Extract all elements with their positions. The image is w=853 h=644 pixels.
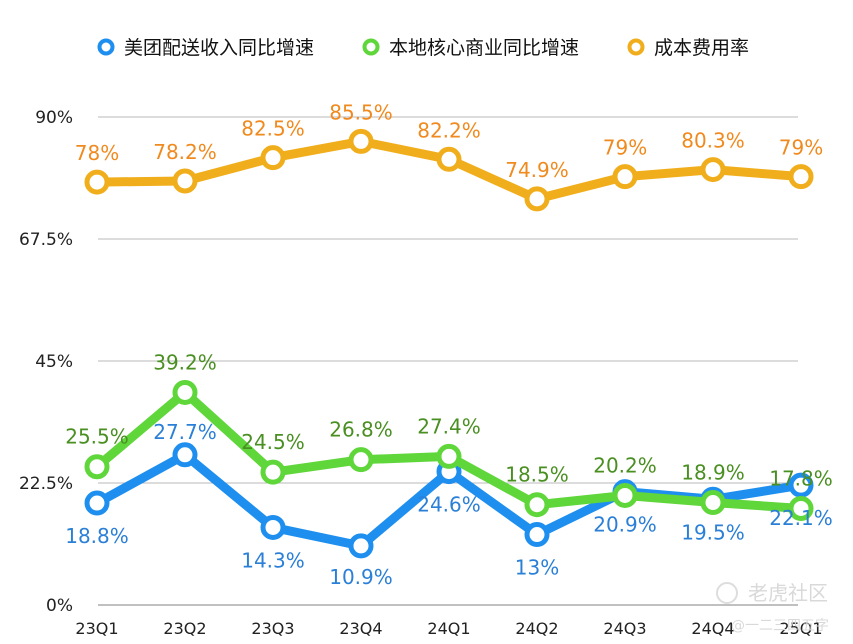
data-label: 24.6%: [417, 493, 481, 517]
data-point: [700, 490, 726, 516]
legend-label: 本地核心商业同比增速: [389, 37, 579, 59]
data-label: 10.9%: [329, 565, 393, 589]
data-label: 80.3%: [681, 129, 745, 153]
data-label: 82.5%: [241, 117, 305, 141]
legend-marker-icon: [627, 38, 645, 56]
legend-label: 美团配送收入同比增速: [124, 37, 314, 59]
data-point: [172, 442, 198, 468]
y-tick-label: 67.5%: [19, 230, 73, 250]
data-label: 79%: [603, 136, 647, 160]
y-tick-label: 45%: [35, 352, 73, 372]
data-label: 22.1%: [769, 506, 833, 530]
data-point: [436, 443, 462, 469]
legend-item: 成本费用率: [627, 37, 749, 59]
watermark: 老虎社区 @一二三四五字: [716, 581, 829, 634]
data-point: [788, 495, 814, 521]
legend-item: 本地核心商业同比增速: [362, 37, 579, 59]
data-point: [524, 522, 550, 548]
x-tick-label: 23Q2: [163, 619, 206, 638]
data-label: 20.9%: [593, 513, 657, 537]
data-point: [524, 186, 550, 212]
x-tick-label: 23Q3: [251, 619, 294, 638]
legend-label: 成本费用率: [654, 37, 749, 59]
legend: 美团配送收入同比增速 本地核心商业同比增速 成本费用率: [97, 37, 749, 59]
data-point: [788, 164, 814, 190]
x-axis-ticks: 23Q1 23Q2 23Q3 23Q4 24Q1 24Q2 24Q3 24Q4 25Q1: [75, 619, 822, 638]
data-point: [788, 472, 814, 498]
watermark-logo-icon: [716, 582, 738, 604]
x-tick-label: 23Q4: [339, 619, 382, 638]
data-point: [260, 514, 286, 540]
data-label: 27.4%: [417, 414, 481, 438]
data-label: 25.5%: [65, 425, 129, 449]
x-tick-label: 23Q1: [75, 619, 118, 638]
data-label: 26.8%: [329, 418, 393, 442]
data-point: [172, 379, 198, 405]
legend-marker-icon: [97, 38, 115, 56]
data-label: 27.7%: [153, 420, 217, 444]
data-labels: 18.8% 27.7% 14.3% 10.9% 24.6% 13% 20.9% 19.5% 22…: [65, 100, 833, 588]
x-tick-label: 24Q4: [691, 619, 734, 638]
y-tick-label: 90%: [35, 108, 73, 128]
data-label: 13%: [515, 556, 559, 580]
watermark-subtext: @一二三四五字: [731, 618, 829, 634]
x-tick-label: 24Q3: [603, 619, 646, 638]
data-label: 17.8%: [769, 466, 833, 490]
y-tick-label: 0%: [46, 596, 73, 616]
data-label: 78.2%: [153, 140, 217, 164]
data-label: 18.5%: [505, 463, 569, 487]
y-axis-ticks: 0% 22.5% 45% 67.5% 90%: [19, 108, 73, 616]
data-label: 18.9%: [681, 461, 745, 485]
data-label: 39.2%: [153, 350, 217, 374]
watermark-text: 老虎社区: [748, 581, 828, 605]
data-label: 74.9%: [505, 158, 569, 182]
legend-item: 美团配送收入同比增速: [97, 37, 314, 59]
data-label: 82.2%: [417, 118, 481, 142]
data-point: [348, 128, 374, 154]
data-point: [172, 168, 198, 194]
data-point: [260, 145, 286, 171]
data-label: 14.3%: [241, 548, 305, 572]
data-point: [260, 459, 286, 485]
data-point: [84, 169, 110, 195]
series-2: [84, 379, 814, 521]
legend-marker-icon: [362, 38, 380, 56]
data-label: 20.2%: [593, 453, 657, 477]
x-tick-label: 24Q2: [515, 619, 558, 638]
data-point: [612, 482, 638, 508]
y-tick-label: 22.5%: [19, 474, 73, 494]
series-3: [84, 128, 814, 212]
data-point: [348, 533, 374, 559]
data-label: 18.8%: [65, 524, 129, 548]
data-label: 19.5%: [681, 520, 745, 544]
data-point: [348, 447, 374, 473]
data-label: 85.5%: [329, 100, 393, 124]
data-label: 78%: [75, 141, 119, 165]
x-tick-label: 24Q1: [427, 619, 470, 638]
data-point: [524, 492, 550, 518]
data-label: 24.5%: [241, 430, 305, 454]
data-point: [612, 164, 638, 190]
data-point: [700, 157, 726, 183]
data-point: [436, 146, 462, 172]
data-label: 79%: [779, 136, 823, 160]
x-tick-label: 25Q1: [779, 619, 822, 638]
data-point: [84, 454, 110, 480]
data-point: [84, 490, 110, 516]
series-lines: [84, 128, 814, 559]
